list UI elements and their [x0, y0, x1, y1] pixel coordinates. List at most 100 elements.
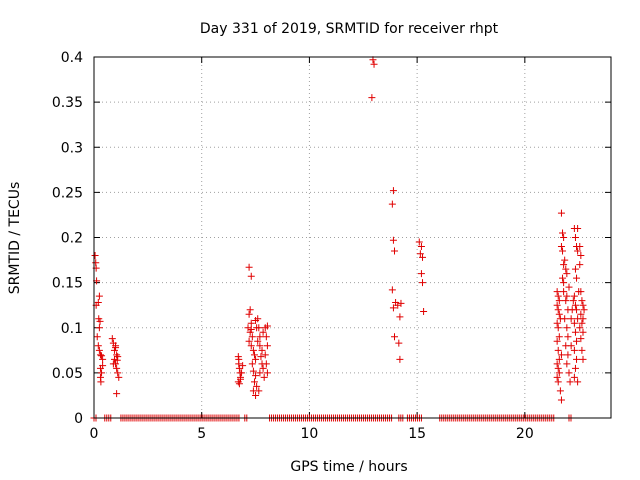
data-point	[250, 378, 258, 386]
data-point	[252, 355, 260, 363]
data-point	[250, 351, 258, 359]
data-point	[420, 308, 428, 316]
data-point	[571, 328, 579, 336]
data-point	[391, 247, 399, 255]
data-point	[254, 337, 262, 345]
data-point	[577, 310, 585, 318]
data-point	[560, 279, 568, 287]
x-tick-label: 10	[301, 426, 319, 442]
data-point	[560, 234, 568, 241]
data-point	[255, 387, 263, 395]
data-point	[114, 369, 122, 377]
data-point	[554, 324, 562, 332]
data-point	[253, 382, 261, 390]
data-point	[368, 94, 376, 102]
data-point	[396, 355, 404, 363]
y-tick-label: 0.4	[61, 50, 83, 66]
data-point	[245, 310, 253, 318]
data-point	[252, 391, 260, 399]
data-point	[553, 319, 561, 327]
data-point	[247, 342, 255, 350]
data-point	[563, 292, 571, 300]
data-point	[394, 301, 402, 309]
data-point	[573, 306, 581, 314]
data-point	[579, 355, 587, 363]
data-point	[236, 375, 244, 383]
data-point	[560, 288, 568, 296]
data-point	[554, 292, 562, 300]
data-point	[261, 351, 269, 359]
data-point	[247, 326, 255, 334]
data-point	[389, 236, 397, 244]
data-point	[579, 301, 587, 309]
data-point	[562, 297, 570, 305]
data-point	[263, 322, 271, 330]
data-point	[578, 346, 586, 354]
data-point	[97, 378, 105, 386]
data-point	[95, 292, 103, 300]
y-tick-label: 0.3	[61, 140, 83, 156]
data-point	[263, 342, 271, 350]
data-point	[112, 342, 120, 350]
data-point	[555, 355, 563, 363]
data-point	[553, 373, 561, 381]
data-point	[262, 360, 270, 368]
data-point	[95, 324, 103, 332]
data-point	[253, 324, 261, 332]
data-point	[249, 367, 257, 375]
data-point	[574, 378, 582, 386]
data-point	[235, 380, 243, 388]
data-point	[573, 337, 581, 345]
y-tick-label: 0.1	[61, 321, 83, 337]
data-point	[263, 369, 271, 377]
data-point	[571, 265, 579, 273]
data-point	[554, 378, 562, 386]
data-point	[96, 317, 104, 325]
data-point	[555, 369, 563, 377]
data-point	[563, 324, 571, 332]
data-point	[570, 292, 578, 300]
data-point	[571, 301, 579, 309]
data-point	[113, 356, 121, 364]
data-point	[245, 337, 253, 345]
axis-ticks: 0 5 10 15 20 0 0.05 0.1 0.15 0.2 0.25 0.3 0.35 0.4	[52, 50, 611, 442]
x-tick-label: 20	[516, 426, 534, 442]
data-point	[573, 355, 581, 363]
data-point	[248, 360, 256, 368]
data-point	[566, 378, 574, 386]
data-point	[567, 315, 575, 323]
data-point	[98, 352, 106, 360]
data-point	[245, 263, 253, 271]
data-point	[564, 333, 572, 341]
data-point	[564, 351, 572, 359]
data-point	[574, 224, 582, 232]
data-point	[578, 319, 586, 327]
data-point	[417, 270, 425, 278]
data-point	[113, 364, 121, 372]
data-point	[577, 252, 585, 260]
data-point	[559, 247, 567, 255]
data-point	[246, 306, 254, 314]
data-point	[577, 288, 585, 296]
data-point	[573, 274, 581, 282]
data-point	[249, 346, 257, 354]
x-tick-label: 5	[197, 426, 206, 442]
data-point	[415, 238, 423, 246]
data-point	[557, 396, 565, 404]
data-point	[557, 351, 565, 359]
data-point	[252, 372, 260, 380]
data-point	[256, 342, 264, 350]
data-point	[395, 339, 403, 347]
data-point	[553, 301, 561, 309]
data-point	[557, 209, 565, 217]
data-point	[257, 353, 265, 361]
data-point	[244, 324, 252, 332]
data-point	[560, 261, 568, 269]
data-point	[94, 342, 102, 350]
data-point	[93, 333, 101, 341]
data-point	[388, 286, 396, 294]
y-tick-label: 0.15	[52, 276, 83, 292]
data-point	[571, 364, 579, 372]
data-point	[563, 270, 571, 278]
data-point	[579, 328, 587, 336]
